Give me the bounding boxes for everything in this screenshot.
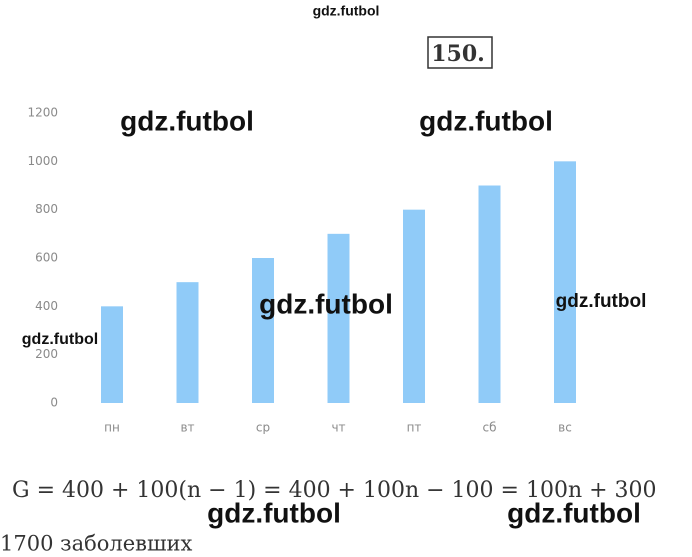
watermark: gdz.futbol bbox=[120, 105, 254, 136]
x-tick-label: вс bbox=[558, 421, 572, 435]
x-tick-label: чт bbox=[331, 421, 345, 435]
x-tick-label: сб bbox=[483, 421, 497, 435]
y-tick-label: 0 bbox=[50, 396, 58, 410]
bar bbox=[252, 258, 274, 403]
y-tick-label: 200 bbox=[35, 347, 58, 361]
watermark: gdz.futbol bbox=[22, 331, 98, 348]
watermark: gdz.futbol bbox=[556, 291, 647, 312]
watermark: gdz.futbol bbox=[507, 497, 641, 528]
bar bbox=[176, 282, 199, 403]
answer: 1700 заболевших bbox=[0, 532, 192, 556]
x-tick-label: пт bbox=[407, 421, 422, 435]
y-tick-label: 600 bbox=[35, 251, 58, 265]
watermark: gdz.futbol bbox=[419, 105, 553, 136]
problem-number: 150. bbox=[431, 41, 485, 67]
y-tick-label: 400 bbox=[35, 299, 58, 313]
bar bbox=[327, 233, 350, 403]
watermark: gdz.futbol bbox=[313, 3, 380, 19]
number-box bbox=[427, 36, 493, 69]
watermarks: gdz.futbol gdz.futbol gdz.futbol gdz.futbol… bbox=[22, 3, 647, 529]
x-tick-label: вт bbox=[180, 421, 194, 435]
y-tick-label: 1200 bbox=[27, 106, 58, 120]
watermark: gdz.futbol bbox=[207, 497, 341, 528]
bar bbox=[101, 306, 123, 403]
formula: G = 400 + 100(n − 1) = 400 + 100n − 100 … bbox=[12, 478, 657, 503]
chart: 0 200 400 600 800 1000 1200 пн вт ср чт пт сб вс bbox=[27, 106, 576, 435]
x-tick-label: ср bbox=[256, 421, 270, 435]
bar bbox=[554, 161, 576, 403]
y-tick-label: 1000 bbox=[27, 154, 58, 168]
y-tick-label: 800 bbox=[35, 202, 58, 216]
x-tick-label: пн bbox=[104, 421, 120, 435]
watermark: gdz.futbol bbox=[259, 288, 393, 319]
bar bbox=[478, 185, 501, 403]
bar bbox=[403, 209, 425, 403]
